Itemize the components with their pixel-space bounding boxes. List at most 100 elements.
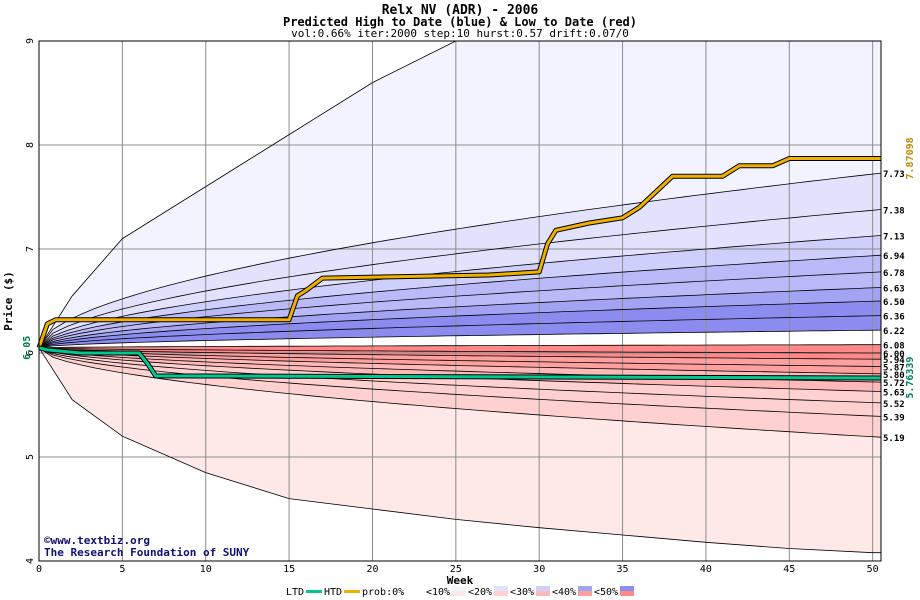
high-band [39, 301, 881, 348]
quantile-label: 5.80 [883, 371, 905, 381]
quantile-line [38, 329, 882, 349]
x-tick-label: 25 [450, 564, 462, 575]
start-price-label: 6.05 [22, 336, 33, 360]
quantile-line [38, 347, 881, 354]
quantile-label: 5.63 [883, 388, 905, 398]
quantile-label: 5.94 [883, 356, 905, 366]
x-tick-label: 35 [617, 564, 629, 575]
series-htd [37, 157, 881, 349]
quantile-line [38, 347, 882, 438]
y-tick-label: 9 [25, 38, 36, 44]
legend-bucket-swatch [620, 586, 634, 591]
quantile-label: 6.36 [883, 313, 905, 323]
y-tick-label: 8 [25, 142, 36, 148]
quantile-label: 5.72 [883, 379, 905, 389]
low-band [39, 347, 881, 383]
quantile-label: 6.00 [883, 350, 905, 360]
quantile-label: 5.19 [883, 434, 905, 444]
quantile-line [38, 172, 882, 349]
x-tick-label: 0 [36, 564, 42, 575]
high-band [39, 173, 881, 348]
quantile-line [38, 300, 882, 349]
low-band [39, 344, 881, 353]
legend-prob-label: prob:0% [362, 587, 404, 598]
high-band [39, 287, 881, 348]
legend-bucket-label: <40% [552, 587, 576, 598]
quantile-line [38, 235, 882, 349]
quantile-line [38, 347, 882, 417]
quantile-label: 7.38 [883, 206, 905, 216]
quantile-label: 6.22 [883, 327, 905, 337]
x-tick-label: 30 [533, 564, 545, 575]
x-tick-label: 50 [867, 564, 879, 575]
y-tick-label: 4 [25, 558, 36, 564]
legend-bucket-swatch [536, 586, 550, 591]
final-low-label: 5.76339 [905, 357, 916, 399]
series-ltd [38, 346, 882, 380]
quantile-label: 6.50 [883, 298, 905, 308]
low-band [39, 347, 881, 392]
high-band-outer [39, 41, 881, 348]
legend-bucket-swatch [536, 591, 550, 596]
quantile-line [38, 347, 882, 404]
low-band [39, 347, 881, 403]
low-band [39, 347, 881, 367]
chart-subtitle: Predicted High to Date (blue) & Low to D… [282, 15, 637, 29]
legend-bucket-swatch [452, 591, 466, 596]
high-band [39, 235, 881, 348]
y-tick-label: 6 [25, 350, 36, 356]
x-axis-label: Week [447, 574, 474, 587]
chart-title: Relx NV (ADR) - 2006 [381, 3, 539, 18]
quantile-label: 5.87 [883, 364, 905, 374]
legend-ltd-label: LTD [286, 587, 304, 598]
quantile-line [38, 347, 882, 360]
x-tick-label: 10 [200, 564, 212, 575]
high-band [39, 255, 881, 348]
quantile-line [38, 315, 882, 349]
quantile-label: 5.52 [883, 400, 905, 410]
legend-ltd-swatch [306, 590, 322, 593]
y-tick-label: 5 [25, 454, 36, 460]
legend-htd-swatch [344, 590, 360, 593]
quantile-line [38, 344, 881, 349]
quantile-line [38, 347, 882, 367]
watermark-line2: The Research Foundation of SUNY [44, 546, 250, 559]
quantile-label: 7.73 [883, 170, 905, 180]
y-tick-label: 7 [25, 246, 36, 252]
quantile-line [38, 254, 882, 349]
legend-bucket-label: <10% [426, 587, 450, 598]
legend-prob-swatch [410, 591, 424, 596]
x-tick-label: 20 [366, 564, 378, 575]
legend-bucket-swatch [620, 591, 634, 596]
quantile-label: 5.39 [883, 413, 905, 423]
legend-htd-label: HTD [324, 587, 342, 598]
quantile-label: 6.78 [883, 269, 905, 279]
quantile-label: 6.94 [883, 252, 905, 262]
quantile-line [38, 209, 882, 349]
low-band [39, 347, 881, 417]
legend-bucket-swatch [452, 586, 466, 591]
chart-params: vol:0.66% iter:2000 step:10 hurst:0.57 d… [291, 27, 629, 40]
legend-bucket-label: <20% [468, 587, 492, 598]
watermark-line1: ©www.textbiz.org [44, 534, 150, 547]
x-tick-label: 5 [119, 564, 125, 575]
x-tick-label: 45 [783, 564, 795, 575]
quantile-label: 6.08 [883, 342, 905, 352]
quantile-line [38, 347, 882, 375]
high-band [39, 209, 881, 348]
x-tick-label: 15 [283, 564, 295, 575]
high-band [39, 271, 881, 348]
legend-prob-swatch [410, 586, 424, 591]
low-band [39, 347, 881, 438]
quantile-label: 7.13 [883, 232, 905, 242]
legend-bucket-swatch [494, 586, 508, 591]
legend-bucket-label: <30% [510, 587, 534, 598]
high-band [39, 315, 881, 348]
legend-bucket-swatch [578, 591, 592, 596]
plot-frame [38, 40, 882, 562]
legend-bucket-label: <50% [594, 587, 618, 598]
y-axis-label: Price ($) [2, 271, 15, 331]
legend-bucket-swatch [494, 591, 508, 596]
final-high-label: 7.87098 [905, 137, 916, 179]
